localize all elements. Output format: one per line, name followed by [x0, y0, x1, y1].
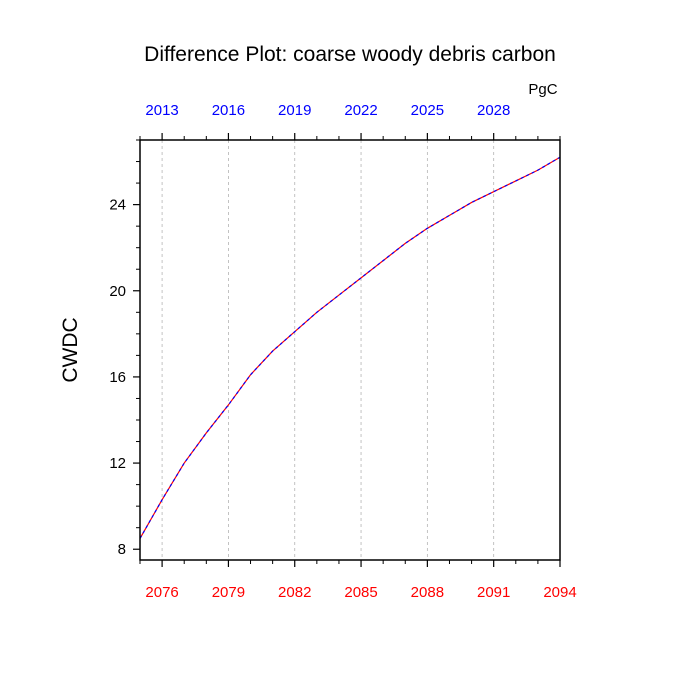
y-tick-label: 24: [109, 197, 126, 214]
bottom-tick-label: 2082: [278, 584, 311, 601]
bottom-tick-label: 2076: [145, 584, 178, 601]
y-tick-label: 12: [109, 455, 126, 472]
series-line-solid: [139, 156, 561, 539]
bottom-tick-label: 2085: [344, 584, 377, 601]
top-tick-label: 2019: [278, 102, 311, 119]
y-tick-label: 20: [109, 283, 126, 300]
series-group: [139, 156, 561, 539]
chart-title: Difference Plot: coarse woody debris car…: [144, 43, 556, 66]
top-tick-label: 2025: [411, 102, 444, 119]
plot-frame: [139, 139, 561, 561]
series-line-dashed: [139, 156, 561, 539]
bottom-tick-label: 2091: [477, 584, 510, 601]
y-axis-label: CWDC: [59, 317, 82, 382]
top-tick-label: 2013: [145, 102, 178, 119]
axis-ticks: [133, 133, 561, 567]
units-label: PgC: [528, 81, 557, 98]
bottom-tick-label: 2088: [411, 584, 444, 601]
top-tick-label: 2016: [212, 102, 245, 119]
bottom-tick-label: 2079: [212, 584, 245, 601]
gridlines: [161, 140, 495, 560]
top-tick-label: 2028: [477, 102, 510, 119]
top-tick-label: 2022: [344, 102, 377, 119]
bottom-tick-label: 2094: [543, 584, 576, 601]
y-tick-label: 16: [109, 369, 126, 386]
y-tick-label: 8: [118, 541, 126, 558]
